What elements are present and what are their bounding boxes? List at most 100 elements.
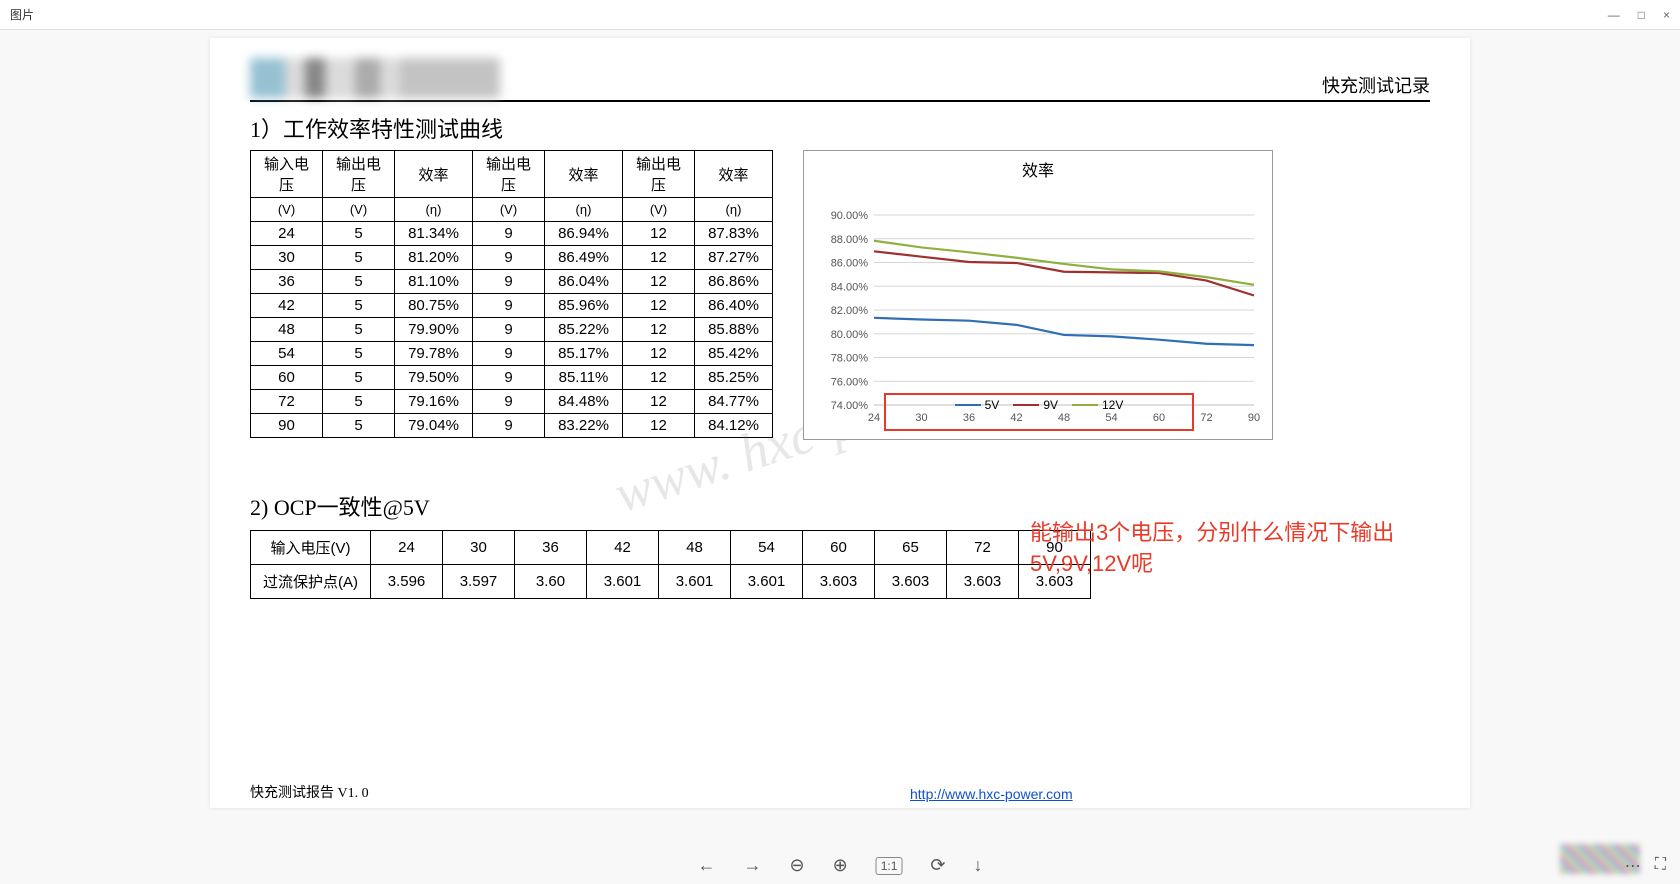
red-annotation: 能输出3个电压，分别什么情况下输出5V,9V,12V呢 xyxy=(1030,518,1460,580)
table-cell: 85.22% xyxy=(545,318,623,342)
more-icon[interactable]: ⋯ xyxy=(1625,856,1641,876)
table-row: 30581.20%986.49%1287.27% xyxy=(251,246,773,270)
zoom-out-icon[interactable]: ⊖ xyxy=(790,855,805,876)
table-cell: 12 xyxy=(623,390,695,414)
close-button[interactable]: × xyxy=(1663,8,1670,22)
footer-link[interactable]: http://www.hxc-power.com xyxy=(910,786,1073,802)
legend-swatch xyxy=(1013,404,1039,406)
expand-icon[interactable]: ⛶ xyxy=(1655,856,1666,876)
table-cell: 36 xyxy=(515,531,587,565)
legend-label: 9V xyxy=(1043,398,1058,412)
section1-title: 1）工作效率特性测试曲线 xyxy=(250,112,1430,144)
rotate-icon[interactable]: ⟳ xyxy=(930,855,945,876)
table-cell: 85.11% xyxy=(545,366,623,390)
table-cell: 12 xyxy=(623,318,695,342)
download-icon[interactable]: ↓ xyxy=(973,855,982,876)
svg-text:90: 90 xyxy=(1248,412,1260,421)
prev-icon[interactable]: ← xyxy=(698,855,716,876)
table-cell: 9 xyxy=(473,342,545,366)
table-cell: 30 xyxy=(443,531,515,565)
table-cell: 24 xyxy=(371,531,443,565)
table-cell: 79.16% xyxy=(395,390,473,414)
eff-header: 输出电压 xyxy=(473,151,545,198)
legend-swatch xyxy=(1072,404,1098,406)
table-cell: 3.596 xyxy=(371,565,443,599)
svg-text:86.00%: 86.00% xyxy=(831,258,869,270)
table-cell: 9 xyxy=(473,222,545,246)
table-cell: 84.12% xyxy=(695,414,773,438)
eff-header-unit: (V) xyxy=(251,198,323,222)
eff-header-unit: (V) xyxy=(473,198,545,222)
table-cell: 79.04% xyxy=(395,414,473,438)
table-cell: 3.601 xyxy=(659,565,731,599)
table-cell: 9 xyxy=(473,318,545,342)
table-cell: 9 xyxy=(473,390,545,414)
ocp-row-label: 过流保护点(A) xyxy=(251,565,371,599)
fit-icon[interactable]: 1:1 xyxy=(876,857,903,875)
table-cell: 3.603 xyxy=(947,565,1019,599)
table-cell: 9 xyxy=(473,414,545,438)
table-row: 36581.10%986.04%1286.86% xyxy=(251,270,773,294)
table-cell: 9 xyxy=(473,246,545,270)
minimize-button[interactable]: — xyxy=(1608,8,1620,22)
table-cell: 48 xyxy=(659,531,731,565)
table-cell: 30 xyxy=(251,246,323,270)
table-row: 42580.75%985.96%1286.40% xyxy=(251,294,773,318)
table-cell: 65 xyxy=(875,531,947,565)
next-icon[interactable]: → xyxy=(744,855,762,876)
table-cell: 36 xyxy=(251,270,323,294)
table-cell: 5 xyxy=(323,366,395,390)
table-cell: 42 xyxy=(251,294,323,318)
svg-text:72: 72 xyxy=(1200,412,1212,421)
doc-header: 快充测试记录 xyxy=(250,58,1430,102)
legend-item: 12V xyxy=(1072,398,1123,412)
table-cell: 12 xyxy=(623,366,695,390)
table-cell: 60 xyxy=(803,531,875,565)
table-cell: 72 xyxy=(251,390,323,414)
chart-svg: 74.00%76.00%78.00%80.00%82.00%84.00%86.0… xyxy=(804,181,1274,421)
table-cell: 81.34% xyxy=(395,222,473,246)
table-cell: 86.86% xyxy=(695,270,773,294)
table-cell: 5 xyxy=(323,390,395,414)
table-cell: 54 xyxy=(251,342,323,366)
table-cell: 84.77% xyxy=(695,390,773,414)
table-cell: 85.17% xyxy=(545,342,623,366)
table-cell: 5 xyxy=(323,270,395,294)
table-cell: 9 xyxy=(473,294,545,318)
maximize-button[interactable]: □ xyxy=(1638,8,1645,22)
table-cell: 81.20% xyxy=(395,246,473,270)
table-row: 输入电压(V)24303642485460657290 xyxy=(251,531,1091,565)
table-cell: 12 xyxy=(623,270,695,294)
zoom-in-icon[interactable]: ⊕ xyxy=(833,855,848,876)
table-cell: 5 xyxy=(323,222,395,246)
table-row: 72579.16%984.48%1284.77% xyxy=(251,390,773,414)
table-cell: 3.603 xyxy=(875,565,947,599)
table-cell: 12 xyxy=(623,222,695,246)
table-row: 24581.34%986.94%1287.83% xyxy=(251,222,773,246)
table-cell: 86.04% xyxy=(545,270,623,294)
svg-text:90.00%: 90.00% xyxy=(831,210,869,222)
table-cell: 86.49% xyxy=(545,246,623,270)
table-cell: 12 xyxy=(623,414,695,438)
eff-header-unit: (η) xyxy=(395,198,473,222)
table-cell: 9 xyxy=(473,366,545,390)
section1-content: 输入电压输出电压效率输出电压效率输出电压效率(V)(V)(η)(V)(η)(V)… xyxy=(250,150,1430,440)
window-title: 图片 xyxy=(10,6,34,23)
footer-version: 快充测试报告 V1. 0 xyxy=(250,782,369,802)
chart-title: 效率 xyxy=(804,157,1272,181)
table-cell: 87.27% xyxy=(695,246,773,270)
efficiency-chart: 效率 74.00%76.00%78.00%80.00%82.00%84.00%8… xyxy=(803,150,1273,440)
table-cell: 3.601 xyxy=(731,565,803,599)
table-row: 90579.04%983.22%1284.12% xyxy=(251,414,773,438)
chart-legend: 5V9V12V xyxy=(884,393,1194,431)
svg-text:76.00%: 76.00% xyxy=(831,376,869,388)
table-cell: 42 xyxy=(587,531,659,565)
table-cell: 86.40% xyxy=(695,294,773,318)
svg-text:88.00%: 88.00% xyxy=(831,234,869,246)
svg-text:82.00%: 82.00% xyxy=(831,305,869,317)
ocp-row-label: 输入电压(V) xyxy=(251,531,371,565)
viewer-toolbar: ← → ⊖ ⊕ 1:1 ⟳ ↓ xyxy=(698,855,983,876)
eff-header-unit: (V) xyxy=(323,198,395,222)
table-cell: 54 xyxy=(731,531,803,565)
svg-text:80.00%: 80.00% xyxy=(831,329,869,341)
